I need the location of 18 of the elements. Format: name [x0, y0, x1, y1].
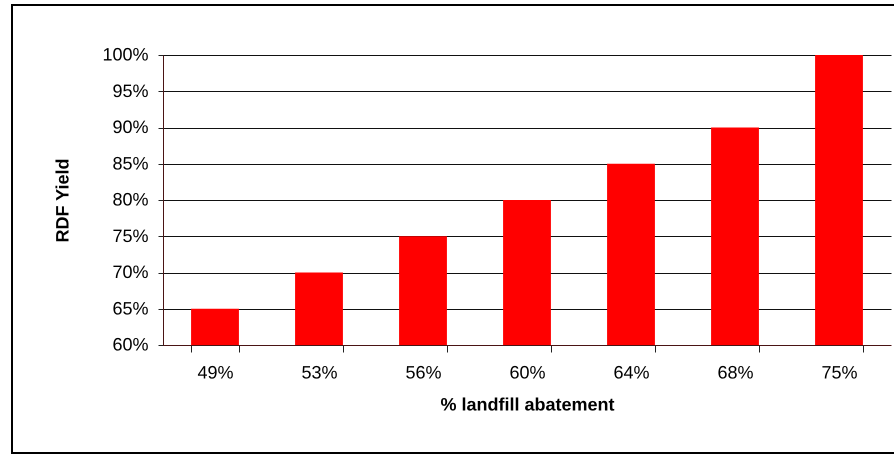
y-tick-label: 85% [112, 153, 148, 174]
x-tick-label: 75% [821, 362, 858, 382]
y-axis-title: RDF Yield [52, 158, 72, 243]
x-tick-label: 68% [717, 362, 754, 382]
x-tick-label: 60% [509, 362, 546, 382]
y-tick-label: 65% [112, 298, 148, 318]
y-tick-label: 95% [112, 80, 148, 101]
x-axis-title: % landfill abatement [440, 394, 615, 414]
x-tick-label: 56% [405, 362, 442, 382]
x-tick-label: 64% [613, 362, 650, 382]
y-tick-label: 70% [112, 262, 148, 282]
y-tick-label: 75% [112, 226, 148, 246]
x-tick-label: 49% [197, 362, 234, 382]
y-tick-label: 100% [102, 44, 148, 64]
y-tick-label: 60% [112, 334, 148, 354]
y-tick-label: 80% [112, 190, 148, 210]
y-tick-label: 90% [112, 117, 148, 137]
x-tick-label: 53% [301, 362, 338, 382]
